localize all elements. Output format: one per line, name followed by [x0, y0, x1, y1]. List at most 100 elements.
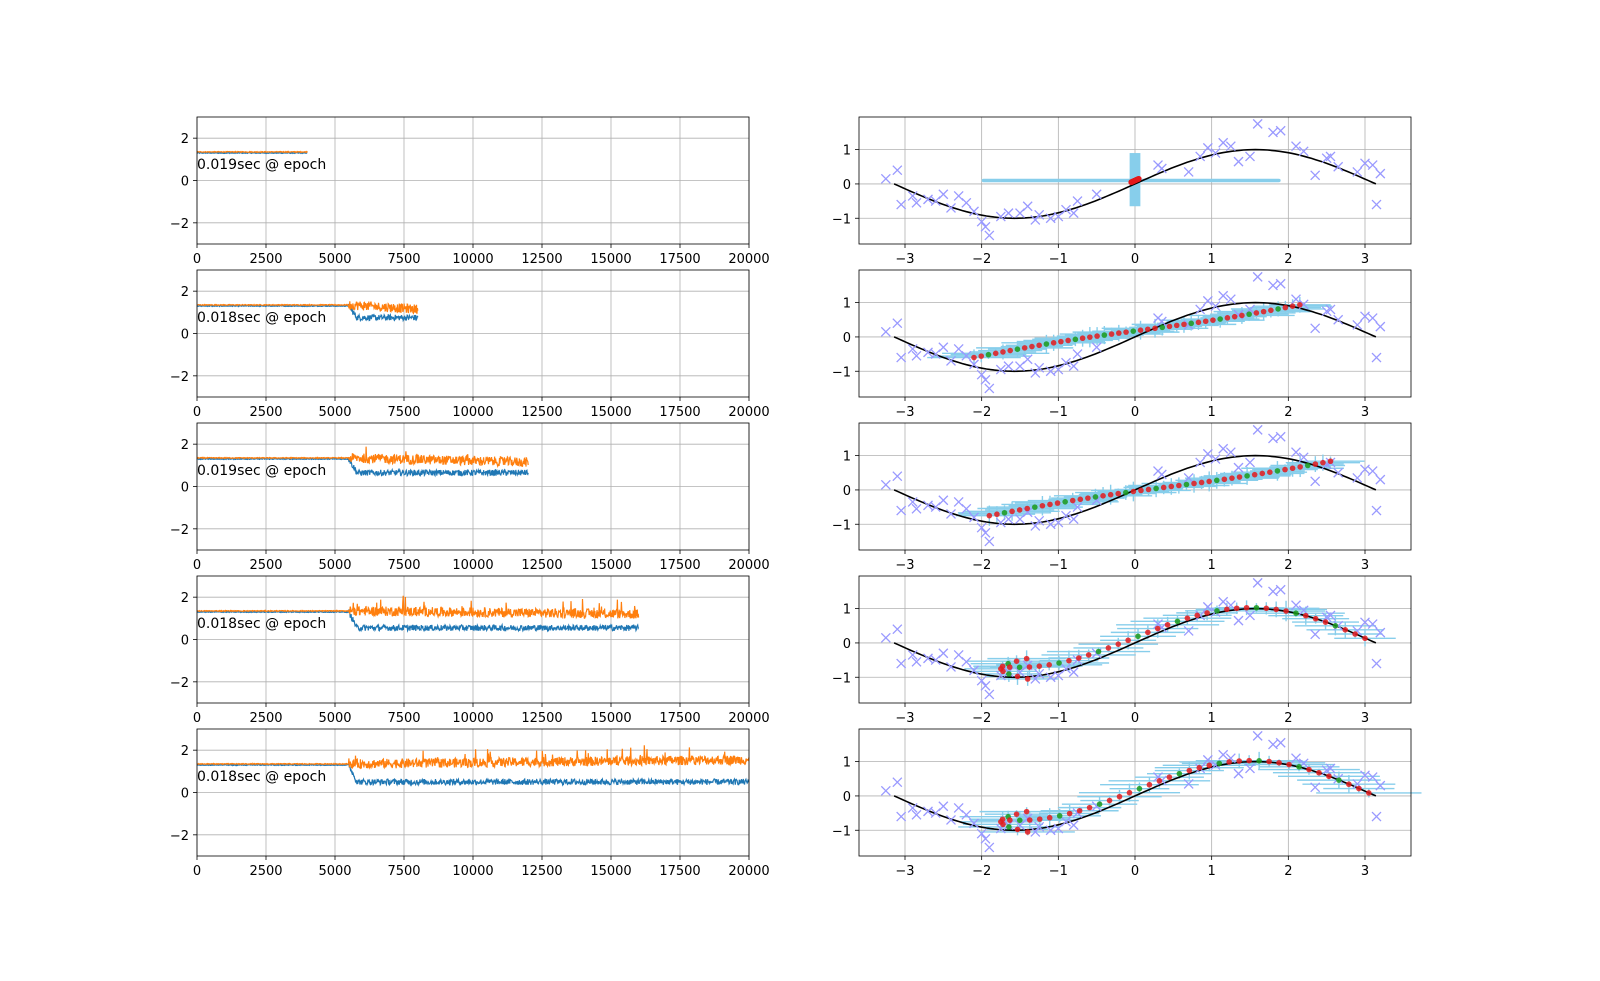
- prediction-mean-point: [1016, 507, 1023, 513]
- observation-marker: [1352, 319, 1363, 330]
- prediction-mean-point: [1224, 315, 1231, 321]
- loss-xtick-label: 15000: [590, 558, 631, 573]
- loss-xtick-label: 17500: [659, 558, 700, 573]
- loss-xtick-label: 15000: [590, 711, 631, 726]
- loss-frame: [196, 575, 750, 704]
- fit-ytick-label: 1: [843, 603, 851, 618]
- observation-marker: [1030, 215, 1041, 225]
- observation-marker: [1252, 730, 1263, 741]
- prediction-mean-point: [971, 354, 977, 361]
- loss-ytick-label: 2: [181, 591, 189, 606]
- prediction-mean-point: [1286, 761, 1292, 768]
- prediction-mean-point: [1138, 487, 1144, 494]
- observation-marker: [892, 318, 903, 329]
- observation-marker: [923, 500, 933, 511]
- observation-marker: [880, 785, 891, 796]
- observation-marker: [1045, 366, 1056, 377]
- fit-xtick-label: 1: [1208, 558, 1216, 573]
- prediction-mean-point: [1108, 331, 1115, 337]
- observation-marker: [1156, 469, 1167, 480]
- loss-xtick-label: 0: [193, 864, 201, 879]
- prediction-mean-point: [986, 512, 993, 519]
- observation-marker: [1061, 357, 1071, 368]
- observation-marker: [976, 369, 987, 380]
- prediction-sample-point: [1001, 509, 1008, 516]
- loss-xtick-label: 12500: [521, 864, 562, 879]
- loss-xtick-label: 12500: [521, 252, 562, 267]
- prediction-mean-point: [1268, 307, 1274, 314]
- observation-marker: [1003, 514, 1014, 525]
- observation-marker: [892, 777, 903, 788]
- observation-marker: [1202, 601, 1213, 612]
- fit-ytick-label: −1: [832, 824, 851, 839]
- loss-frame: [196, 422, 750, 551]
- observation-marker: [969, 818, 979, 829]
- prediction-mean-point: [1152, 325, 1158, 332]
- observation-marker: [1275, 278, 1286, 289]
- prediction-mean-point: [1014, 826, 1021, 833]
- observation-marker: [1291, 141, 1301, 152]
- prediction-sample-point: [1016, 817, 1023, 824]
- prediction-mean-point: [1115, 490, 1122, 497]
- observation-marker: [1061, 510, 1071, 521]
- observation-marker: [1034, 821, 1045, 832]
- loss-frame: [196, 269, 750, 398]
- fit-xtick-label: −3: [895, 405, 914, 420]
- prediction-sample-point: [1293, 610, 1299, 616]
- loss-frame: [196, 728, 750, 857]
- loss-ytick-label: 2: [181, 132, 189, 147]
- loss-xtick-label: 10000: [452, 864, 493, 879]
- prediction-mean-point: [1013, 658, 1020, 664]
- loss-xtick-label: 5000: [318, 711, 351, 726]
- prediction-mean-point: [1047, 501, 1053, 508]
- prediction-mean-point: [1130, 488, 1137, 495]
- prediction-mean-point: [1007, 347, 1014, 354]
- prediction-sample-point: [1006, 671, 1012, 677]
- fit-xtick-label: −1: [1049, 711, 1068, 726]
- epoch-time-annotation: 0.018sec @ epoch: [197, 310, 326, 326]
- prediction-sample-point: [1135, 633, 1141, 640]
- prediction-mean-point: [1023, 655, 1030, 662]
- observation-marker: [1202, 754, 1213, 765]
- prediction-mean-point: [1066, 810, 1073, 817]
- observation-marker: [1360, 311, 1370, 322]
- fit-xtick-label: 3: [1361, 558, 1369, 573]
- prediction-mean-point: [1100, 493, 1106, 499]
- observation-marker: [1371, 811, 1382, 822]
- loss-xtick-label: 7500: [387, 405, 420, 420]
- observation-marker: [1367, 619, 1378, 630]
- prediction-mean-point: [1054, 500, 1061, 506]
- fit-frame: [858, 575, 1412, 704]
- prediction-sample-point: [1101, 332, 1108, 338]
- observation-marker: [1291, 600, 1301, 611]
- prediction-sample-point: [1153, 485, 1159, 492]
- prediction-mean-point: [1086, 804, 1093, 811]
- prediction-sample-point: [1006, 824, 1012, 830]
- observation-marker: [1310, 170, 1321, 181]
- observation-marker: [1022, 201, 1033, 212]
- observation-marker: [1367, 313, 1378, 324]
- val-loss-line: [196, 446, 529, 469]
- observation-marker: [1061, 816, 1071, 827]
- prediction-mean-point: [1125, 637, 1131, 644]
- observation-marker: [1068, 361, 1079, 372]
- loss-xtick-label: 20000: [728, 252, 769, 267]
- observation-marker: [946, 508, 956, 519]
- observation-marker: [911, 656, 922, 667]
- loss-xtick-label: 17500: [659, 405, 700, 420]
- observation-marker: [1375, 780, 1386, 791]
- prediction-mean-point: [1251, 471, 1258, 478]
- prediction-sample-point: [1092, 494, 1099, 500]
- observation-marker: [969, 512, 979, 523]
- observation-marker: [1045, 519, 1056, 530]
- observation-marker: [946, 355, 956, 366]
- fit-panels: −3 −2 −1 0 1 2 3 −1 0 1 −3 −2 −1 0 1 2 3 −1 0 1 −3 −2 −1 0 1 2 3 −1…: [832, 116, 1422, 879]
- fit-xtick-label: −1: [1049, 864, 1068, 879]
- prediction-mean-point: [1077, 496, 1084, 503]
- observation-marker: [1325, 763, 1336, 774]
- prediction-mean-point: [1260, 308, 1267, 315]
- prediction-mean-point: [1087, 334, 1093, 340]
- prediction-mean-point: [1079, 335, 1086, 342]
- observation-marker: [1225, 141, 1236, 152]
- observation-marker: [976, 522, 987, 533]
